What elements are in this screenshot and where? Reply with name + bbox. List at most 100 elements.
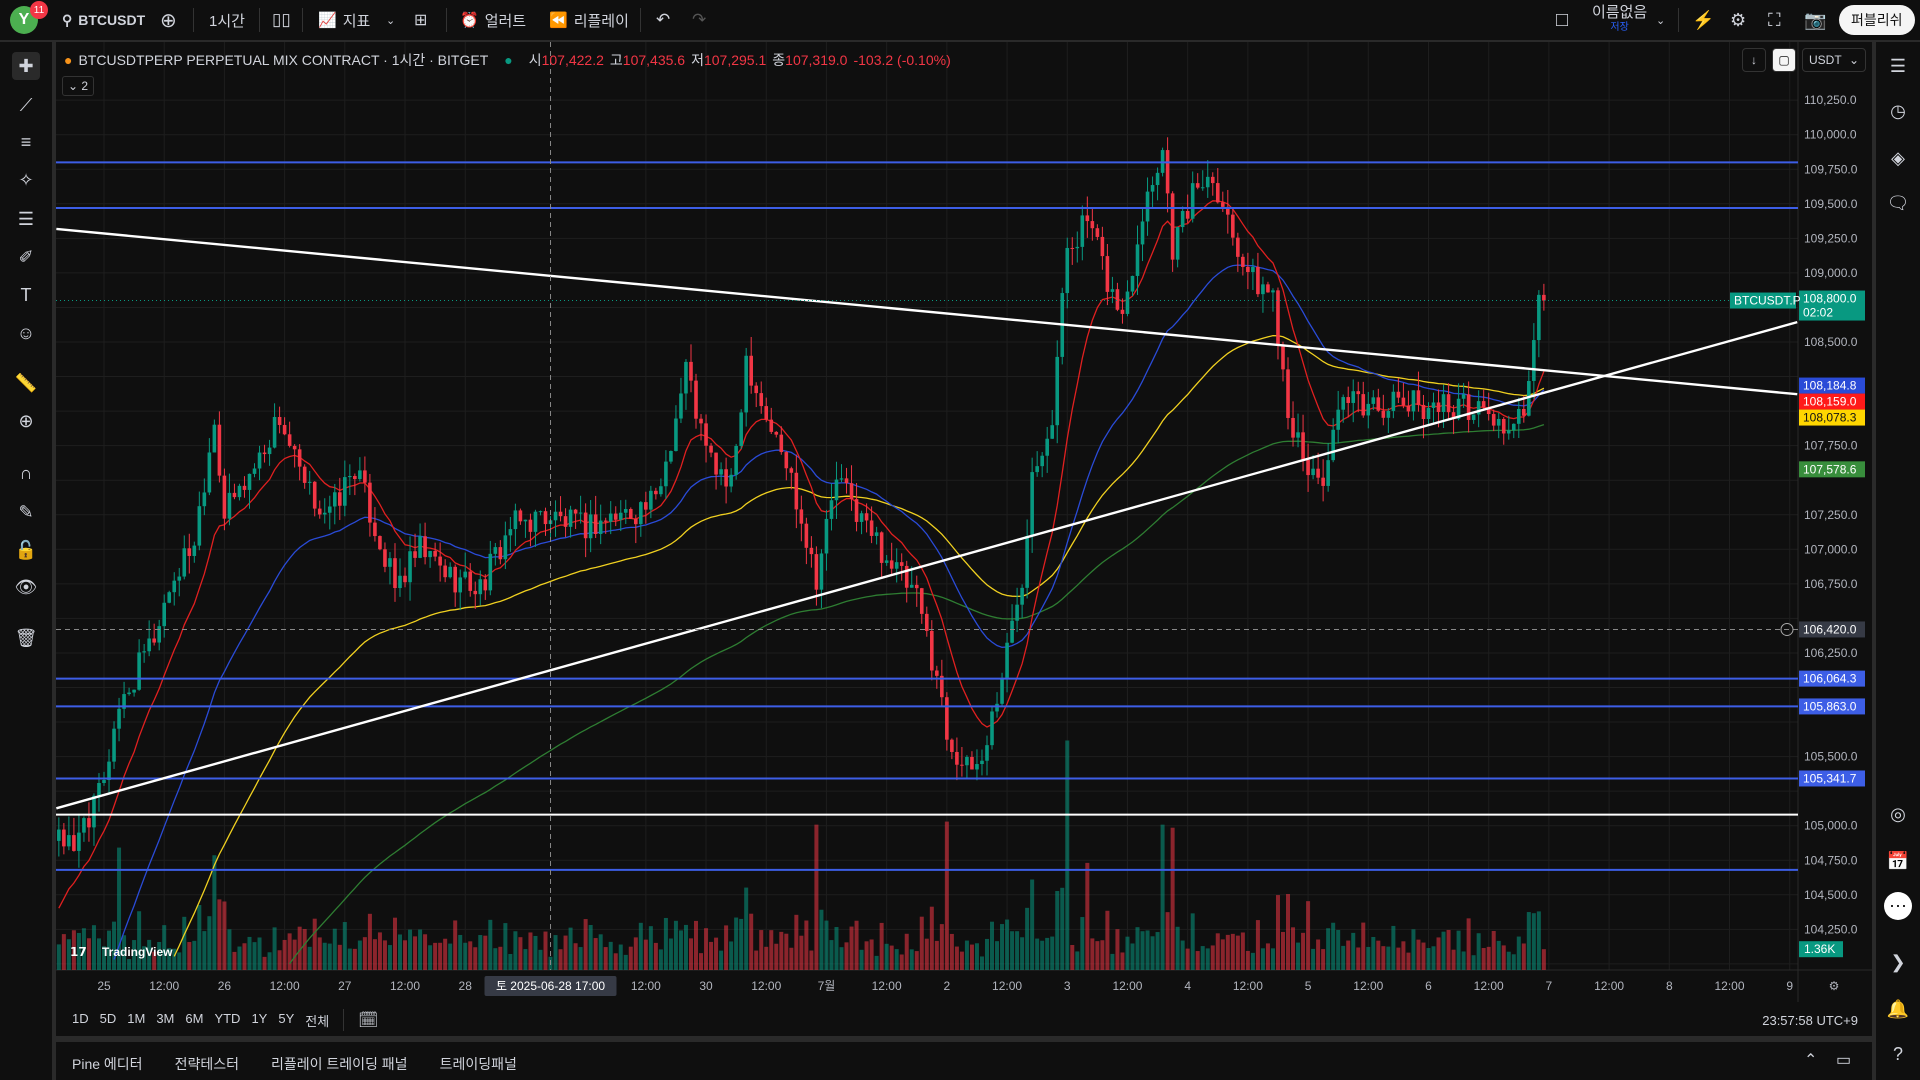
range-1M[interactable]: 1M <box>127 1010 146 1026</box>
candle-body <box>82 818 86 833</box>
price-tag-box <box>1799 377 1865 394</box>
watchlist-icon[interactable]: ☰ <box>1889 55 1907 76</box>
volume-bar <box>673 920 678 970</box>
text-icon[interactable]: T <box>20 284 32 305</box>
range-5D[interactable]: 5D <box>99 1010 117 1026</box>
candle <box>1416 371 1421 412</box>
volume-bar <box>337 944 342 970</box>
ma-long-line <box>289 423 1545 965</box>
candle <box>1195 173 1200 190</box>
quick-search-icon[interactable]: ⚡ <box>1692 9 1715 30</box>
currency-select[interactable]: USDT ⌄ <box>1802 48 1866 72</box>
interval-button[interactable]: 1시간 <box>209 12 245 30</box>
volume-bar <box>613 953 618 970</box>
indicators-collapse-button[interactable]: ⌄ 2 <box>62 76 94 96</box>
clock-timezone[interactable]: 23:57:58 UTC+9 <box>1762 1012 1858 1028</box>
range-1D[interactable]: 1D <box>72 1010 89 1026</box>
candle-body <box>1511 423 1516 431</box>
panel-tab[interactable]: Pine 에디터 <box>72 1056 143 1072</box>
eye-icon[interactable]: 👁 <box>14 576 38 597</box>
lock-pencil-icon[interactable]: ✎ <box>18 501 34 522</box>
horizontal-lines-icon[interactable]: ≡ <box>20 131 32 152</box>
candle <box>634 514 638 544</box>
candle-body <box>142 651 146 653</box>
candle <box>1306 443 1310 492</box>
help-icon[interactable]: ? <box>1892 1043 1903 1064</box>
scroll-down-icon[interactable]: ↓ <box>1742 48 1766 72</box>
volume-bar <box>1160 824 1165 970</box>
trash-icon[interactable]: 🗑 <box>14 627 38 648</box>
apps-grid-icon[interactable]: ⋯ <box>1884 892 1912 920</box>
go-to-date-icon[interactable]: 🗓 <box>358 1012 379 1029</box>
auto-scale-icon[interactable]: ▢ <box>1772 48 1796 72</box>
calendar-icon[interactable]: 📅 <box>1886 850 1910 871</box>
compare-add-icon[interactable]: ⊕ <box>160 9 177 32</box>
alert-button[interactable]: ⏰ 얼러트 <box>460 0 526 40</box>
emoji-icon[interactable]: ☺ <box>16 322 36 343</box>
candle-body <box>433 550 437 557</box>
candle <box>904 560 909 603</box>
chevron-up-icon[interactable]: ⌃ <box>1804 1052 1818 1069</box>
price-chart[interactable]: 104,250.0 104,500.0 104,750.0 105,000.0 105,… <box>56 42 1872 1002</box>
pattern-icon[interactable]: ✧ <box>18 169 34 190</box>
candle-body <box>503 535 508 560</box>
replay-button[interactable]: ⏪ 리플레이 <box>549 0 629 40</box>
chevron-down-icon[interactable]: ⌄ <box>1656 14 1666 27</box>
candle <box>924 606 929 637</box>
candle <box>312 481 317 517</box>
bell-icon[interactable]: 🔔 <box>1886 998 1910 1019</box>
alerts-clock-icon[interactable]: ◷ <box>1890 100 1906 121</box>
zoom-in-icon[interactable]: ⊕ <box>18 410 34 431</box>
volume-bar <box>869 939 874 970</box>
candle-body <box>443 565 447 578</box>
legend-title[interactable]: BTCUSDTPERP PERPETUAL MIX CONTRACT · 1시간… <box>78 52 489 68</box>
symbol-search-button[interactable]: ⚲ BTCUSDT <box>62 0 145 40</box>
panel-tab[interactable]: 전략테스터 <box>174 1056 239 1072</box>
fullscreen-icon[interactable]: ⛶ <box>1768 9 1781 30</box>
chart-pane[interactable]: 104,250.0 104,500.0 104,750.0 105,000.0 105,… <box>56 42 1872 1036</box>
panel-tab[interactable]: 리플레이 트레이딩 패널 <box>270 1056 408 1072</box>
brush-icon[interactable]: ✐ <box>18 246 34 267</box>
candle <box>197 491 202 551</box>
fib-icon[interactable]: ☰ <box>17 208 35 229</box>
redo-icon[interactable]: ↷ <box>692 10 707 29</box>
target-icon[interactable]: ◎ <box>1890 803 1906 824</box>
trend-line-icon[interactable]: ⟋ <box>19 94 33 115</box>
volume-bar <box>1265 943 1270 970</box>
range-YTD[interactable]: YTD <box>214 1010 241 1026</box>
settings-gear-icon[interactable]: ⚙ <box>1730 9 1747 30</box>
range-3M[interactable]: 3M <box>156 1010 175 1026</box>
broadcast-icon[interactable]: ❯ <box>1890 951 1906 972</box>
indicators-button[interactable]: 📈 지표 <box>318 0 370 40</box>
ruler-icon[interactable]: 📏 <box>14 372 38 393</box>
candle <box>72 817 76 852</box>
layouts-grid-icon[interactable]: ⊞ <box>414 12 428 29</box>
price-tick-label: 109,500.0 <box>1804 197 1858 211</box>
candle-body <box>388 558 392 567</box>
candle-body <box>634 518 638 525</box>
lock-icon[interactable]: 🔓 <box>14 539 38 560</box>
candle-body <box>644 502 648 510</box>
undo-icon[interactable]: ↶ <box>656 10 671 29</box>
panel-tab[interactable]: 트레이딩패널 <box>439 1056 517 1072</box>
publish-button[interactable]: 퍼블리쉬 <box>1839 5 1915 35</box>
volume-bar <box>924 938 929 970</box>
chat-icon[interactable]: 🗨 <box>1886 192 1910 213</box>
divider <box>193 8 194 32</box>
range-전체[interactable]: 전체 <box>305 1013 330 1029</box>
layout-name-button[interactable]: 이름없음 저장 <box>1592 0 1647 40</box>
candle-type-icon[interactable]: ▯▯ <box>272 10 291 29</box>
candle-body <box>523 519 528 522</box>
range-1Y[interactable]: 1Y <box>251 1010 268 1026</box>
range-6M[interactable]: 6M <box>185 1010 204 1026</box>
candle-body <box>102 780 106 783</box>
range-5Y[interactable]: 5Y <box>278 1010 295 1026</box>
maximize-panel-icon[interactable]: ▭ <box>1836 1052 1852 1069</box>
magnet-icon[interactable]: ∩ <box>19 462 33 483</box>
crosshair-icon[interactable]: ✚ <box>12 52 40 80</box>
chevron-down-icon[interactable]: ⌄ <box>386 14 396 27</box>
camera-icon[interactable]: 📷 <box>1804 9 1827 30</box>
layers-icon[interactable]: ◈ <box>1891 147 1905 168</box>
candle <box>1426 402 1431 425</box>
layout-square-icon[interactable]: □ <box>1556 8 1569 31</box>
